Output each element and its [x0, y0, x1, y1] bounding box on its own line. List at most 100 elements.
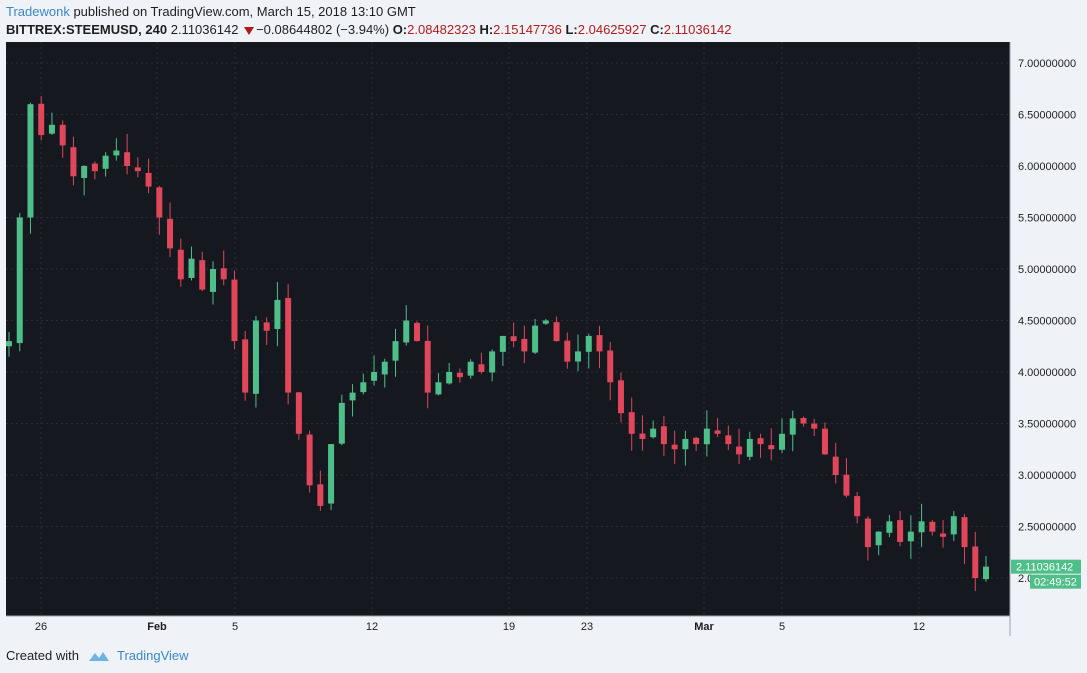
candle-body	[70, 147, 77, 177]
candle-body	[542, 320, 549, 324]
candle-body	[779, 433, 786, 450]
footer: Created with TradingView	[6, 648, 189, 663]
candle-body	[693, 437, 700, 445]
candle-body	[167, 218, 174, 249]
candle-body	[124, 152, 131, 166]
candle-body	[199, 260, 206, 290]
publish-info: Tradewonk published on TradingView.com, …	[6, 4, 416, 19]
candle-body	[91, 163, 98, 172]
candle-body	[413, 322, 420, 342]
candle-body	[575, 351, 582, 362]
candle-body	[156, 187, 163, 218]
time-tick-label: 12	[366, 621, 378, 633]
price-tick-label: 5.00000000	[1018, 264, 1076, 276]
high-value: 2.15147736	[493, 22, 562, 37]
candle-body	[38, 103, 45, 136]
current-price-label: 2.11036142	[1016, 562, 1073, 574]
close-label: C:	[650, 22, 664, 37]
candle-body	[553, 322, 560, 342]
candle-body	[843, 474, 850, 496]
candle-body	[510, 336, 517, 342]
candle-body	[381, 361, 388, 375]
open-value: 2.08482323	[407, 22, 476, 37]
high-label: H:	[479, 22, 494, 37]
candle-body	[456, 372, 463, 378]
candle-body	[682, 438, 689, 450]
candle-body	[564, 340, 571, 362]
candle-body	[864, 518, 871, 548]
candle-body	[6, 341, 12, 347]
candle-body	[317, 484, 324, 506]
candle-body	[854, 496, 861, 517]
candle-body	[650, 428, 657, 438]
candle-body	[521, 338, 528, 352]
candle-body	[27, 104, 34, 218]
candle-body	[188, 258, 195, 278]
candle-body	[585, 335, 592, 352]
created-with-text: Created with	[6, 648, 79, 663]
candle-body	[639, 433, 646, 439]
candle-body	[607, 350, 614, 383]
time-tick-label: 5	[232, 621, 238, 633]
symbol-legend: BITTREX:STEEMUSD, 240 2.11036142 −0.0864…	[6, 22, 732, 37]
candle-body	[220, 268, 227, 280]
open-label: O:	[392, 22, 408, 37]
price-tick-label: 3.50000000	[1018, 419, 1076, 431]
price-tick-label: 4.50000000	[1018, 316, 1076, 328]
price-tick-label: 4.00000000	[1018, 367, 1076, 379]
candle-body	[209, 269, 216, 292]
candle-body	[617, 380, 624, 414]
candle-body	[972, 546, 979, 578]
candle-body	[671, 444, 678, 450]
candle-body	[403, 320, 410, 343]
candle-body	[478, 364, 485, 372]
published-text: published on TradingView.com, March 15, …	[73, 4, 416, 19]
candle-body	[875, 531, 882, 546]
candle-body	[392, 341, 399, 361]
candle-body	[263, 322, 270, 331]
candle-body	[81, 166, 88, 178]
candle-body	[736, 446, 743, 455]
candle-body	[789, 418, 796, 435]
candle-body	[446, 372, 453, 384]
candle-body	[328, 444, 335, 504]
candle-body	[703, 428, 710, 445]
candle-body	[306, 434, 313, 486]
candle-body	[360, 382, 367, 393]
price-tick-label: 7.00000000	[1018, 58, 1076, 70]
countdown-label: 02:49:52	[1034, 577, 1077, 589]
countdown-tag	[1030, 574, 1081, 589]
candle-body	[435, 382, 442, 395]
candle-body	[983, 566, 989, 580]
price-tick-label: 6.50000000	[1018, 110, 1076, 122]
candle-body	[285, 298, 292, 393]
price-change: −0.08644802 (−3.94%)	[256, 22, 390, 37]
candle-body	[338, 402, 345, 444]
candle-body	[768, 445, 775, 450]
down-arrow-icon	[244, 26, 255, 35]
candle-body	[59, 124, 66, 146]
chart-area[interactable]: 7.00000000 6.50000000 6.00000000 5.50000000…	[6, 42, 1081, 636]
price-tick-label: 6.00000000	[1018, 161, 1076, 173]
candle-body	[725, 435, 732, 445]
candle-body	[800, 417, 807, 424]
author-link[interactable]: Tradewonk	[6, 4, 70, 19]
candle-body	[929, 521, 936, 532]
time-tick-label: 5	[779, 621, 785, 633]
price-tick-label: 2.50000000	[1018, 522, 1076, 534]
low-value: 2.04625927	[577, 22, 647, 37]
time-axis-background[interactable]	[6, 616, 1010, 636]
candle-body	[349, 392, 356, 401]
low-label: L:	[565, 22, 578, 37]
price-tick-label: 2.0	[1018, 573, 1033, 585]
candle-body	[102, 155, 109, 169]
candle-body	[231, 279, 238, 342]
candlestick-chart[interactable]: 7.00000000 6.50000000 6.00000000 5.50000000…	[6, 42, 1081, 636]
tradingview-link[interactable]: TradingView	[116, 648, 189, 663]
time-tick-label: 19	[503, 621, 515, 633]
candle-body	[660, 426, 667, 445]
candle-body	[950, 516, 957, 535]
candle-body	[295, 392, 302, 434]
price-axis-background[interactable]	[1010, 42, 1081, 636]
candle-body	[177, 249, 184, 280]
